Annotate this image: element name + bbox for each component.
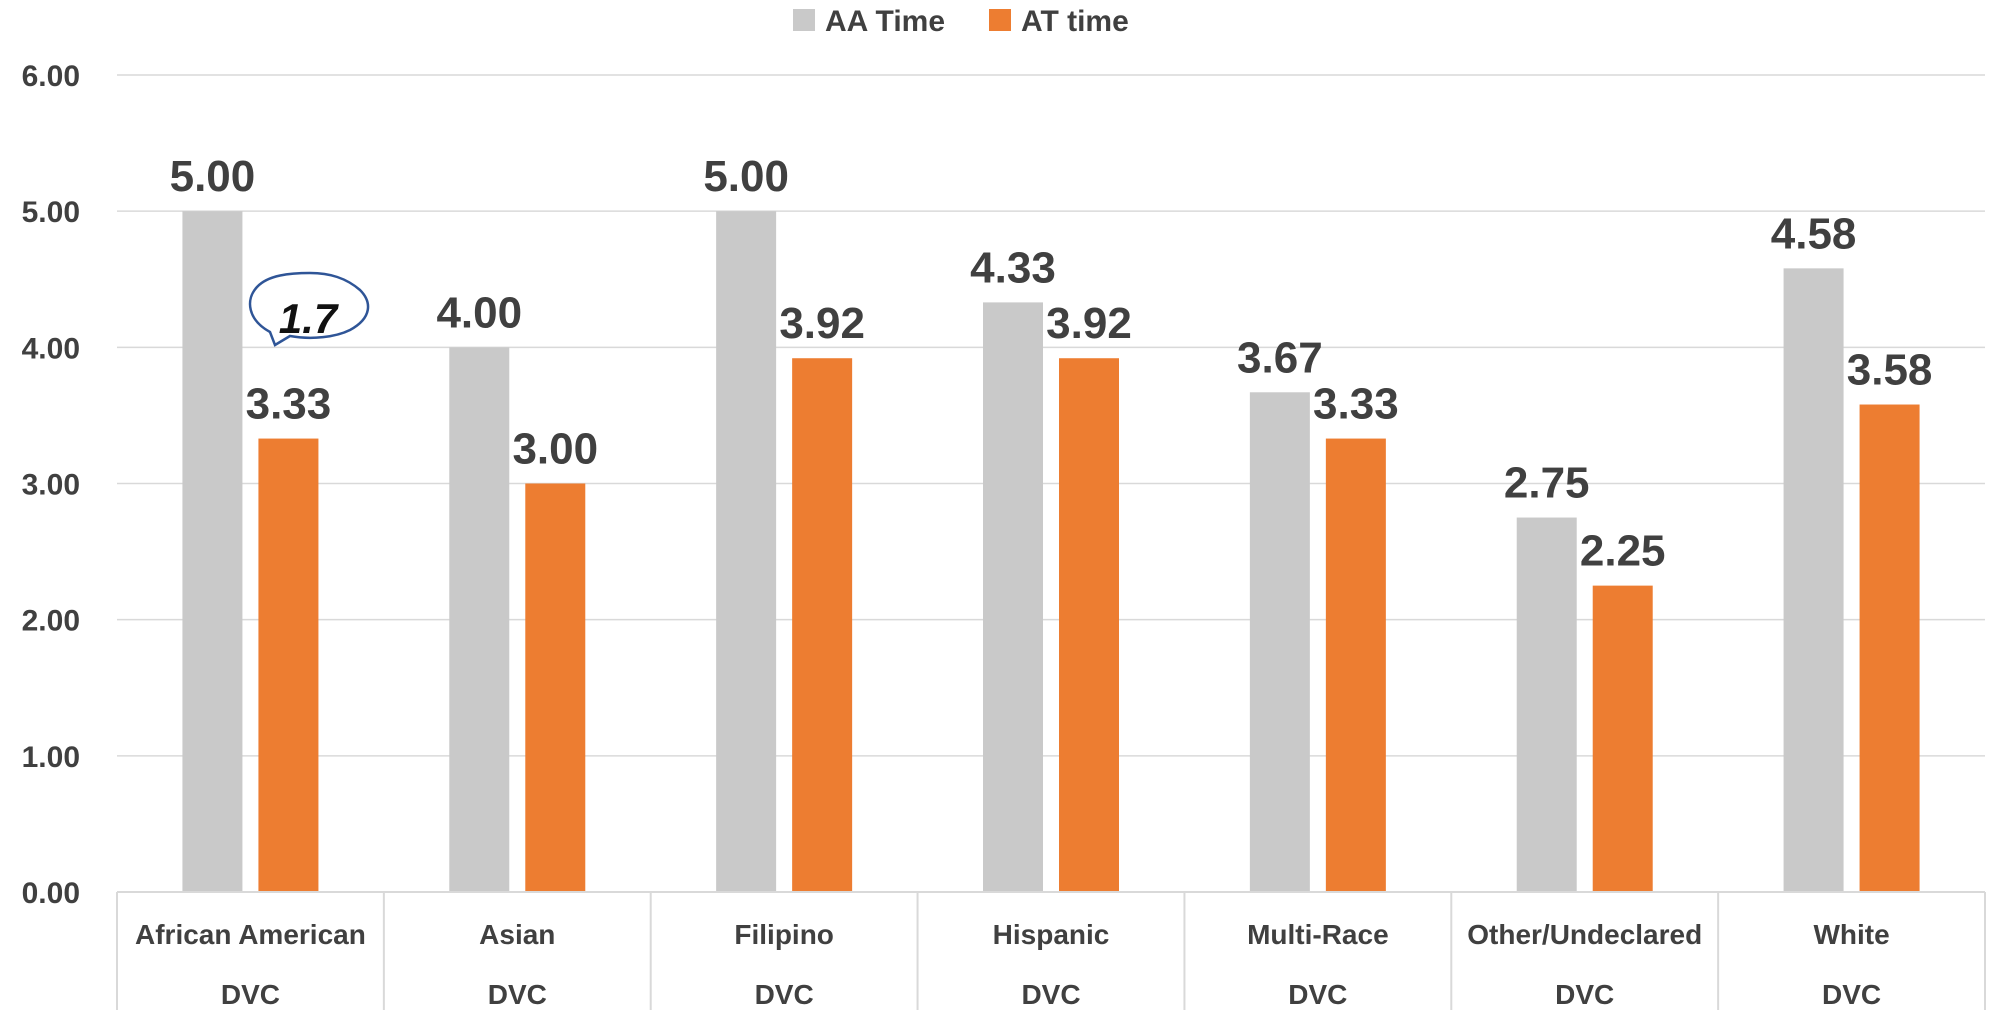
x-group-label-hispanic: DVC [1021, 979, 1080, 1010]
data-label-aa-time-hispanic: 4.33 [970, 243, 1056, 292]
x-group-label-other-undeclared: DVC [1555, 979, 1614, 1010]
bar-aa-time-african-american [182, 211, 243, 892]
bar-at-time-white [1859, 404, 1920, 892]
legend-swatch-at-time [989, 9, 1011, 31]
y-tick-label-4: 4.00 [22, 332, 80, 365]
data-labels: 5.003.334.003.005.003.924.333.923.673.33… [170, 152, 1933, 575]
bar-at-time-filipino [792, 358, 853, 892]
x-category-label-white: White [1813, 919, 1889, 950]
y-axis: 0.00 1.00 2.00 3.00 4.00 5.00 6.00 [22, 60, 80, 910]
y-tick-label-2: 2.00 [22, 605, 80, 638]
gridlines [117, 74, 1985, 757]
bar-aa-time-hispanic [983, 302, 1043, 893]
x-category-label-multi-race: Multi-Race [1247, 919, 1389, 950]
bar-aa-time-other-undeclared [1516, 517, 1577, 892]
data-label-aa-time-white: 4.58 [1771, 209, 1857, 258]
data-label-at-time-white: 3.58 [1847, 346, 1933, 395]
bar-at-time-african-american [258, 438, 319, 892]
callout-bubble [248, 271, 370, 347]
bar-at-time-asian [525, 483, 586, 892]
callout-text: 1.7 [279, 295, 339, 342]
x-axis: African American DVC Asian DVC Filipino DVC Hi… [116, 891, 1986, 1010]
x-category-label-asian: Asian [479, 919, 555, 950]
y-tick-label-1: 1.00 [22, 741, 80, 774]
data-label-aa-time-filipino: 5.00 [703, 152, 789, 201]
bar-aa-time-filipino [716, 211, 777, 892]
x-category-label-hispanic: Hispanic [993, 919, 1110, 950]
bar-aa-time-multi-race [1249, 392, 1310, 892]
x-group-label-african-american: DVC [221, 979, 280, 1010]
data-label-aa-time-african-american: 5.00 [170, 152, 256, 201]
x-category-label-filipino: Filipino [734, 919, 834, 950]
data-label-at-time-other-undeclared: 2.25 [1580, 527, 1666, 576]
data-label-at-time-african-american: 3.33 [246, 380, 332, 429]
data-label-at-time-filipino: 3.92 [779, 299, 865, 348]
legend-swatch-aa-time [793, 9, 815, 31]
bar-at-time-hispanic [1059, 358, 1119, 892]
x-group-label-filipino: DVC [755, 979, 814, 1010]
bar-aa-time-asian [449, 347, 510, 892]
data-label-aa-time-other-undeclared: 2.75 [1504, 459, 1590, 508]
data-label-at-time-hispanic: 3.92 [1046, 299, 1132, 348]
callout-annotation: 1.7 [248, 271, 370, 347]
legend-label-at-time: AT time [1021, 5, 1129, 38]
legend: AA Time AT time [793, 5, 1129, 38]
x-group-label-white: DVC [1822, 979, 1881, 1010]
y-tick-label-5: 5.00 [22, 196, 80, 229]
x-category-label-african-american: African American [135, 919, 366, 950]
y-tick-label-3: 3.00 [22, 469, 80, 502]
x-group-label-asian: DVC [488, 979, 547, 1010]
legend-label-aa-time: AA Time [825, 5, 945, 38]
y-tick-label-6: 6.00 [22, 60, 80, 93]
data-label-at-time-asian: 3.00 [512, 425, 598, 474]
x-category-label-other-undeclared: Other/Undeclared [1467, 919, 1702, 950]
bars [182, 211, 1920, 893]
data-label-at-time-multi-race: 3.33 [1313, 380, 1399, 429]
bar-aa-time-white [1783, 268, 1844, 892]
data-label-aa-time-asian: 4.00 [436, 288, 522, 337]
bar-at-time-other-undeclared [1592, 585, 1653, 892]
bar-at-time-multi-race [1325, 438, 1386, 892]
data-label-aa-time-multi-race: 3.67 [1237, 333, 1323, 382]
y-tick-label-0: 0.00 [22, 877, 80, 910]
x-group-label-multi-race: DVC [1288, 979, 1347, 1010]
